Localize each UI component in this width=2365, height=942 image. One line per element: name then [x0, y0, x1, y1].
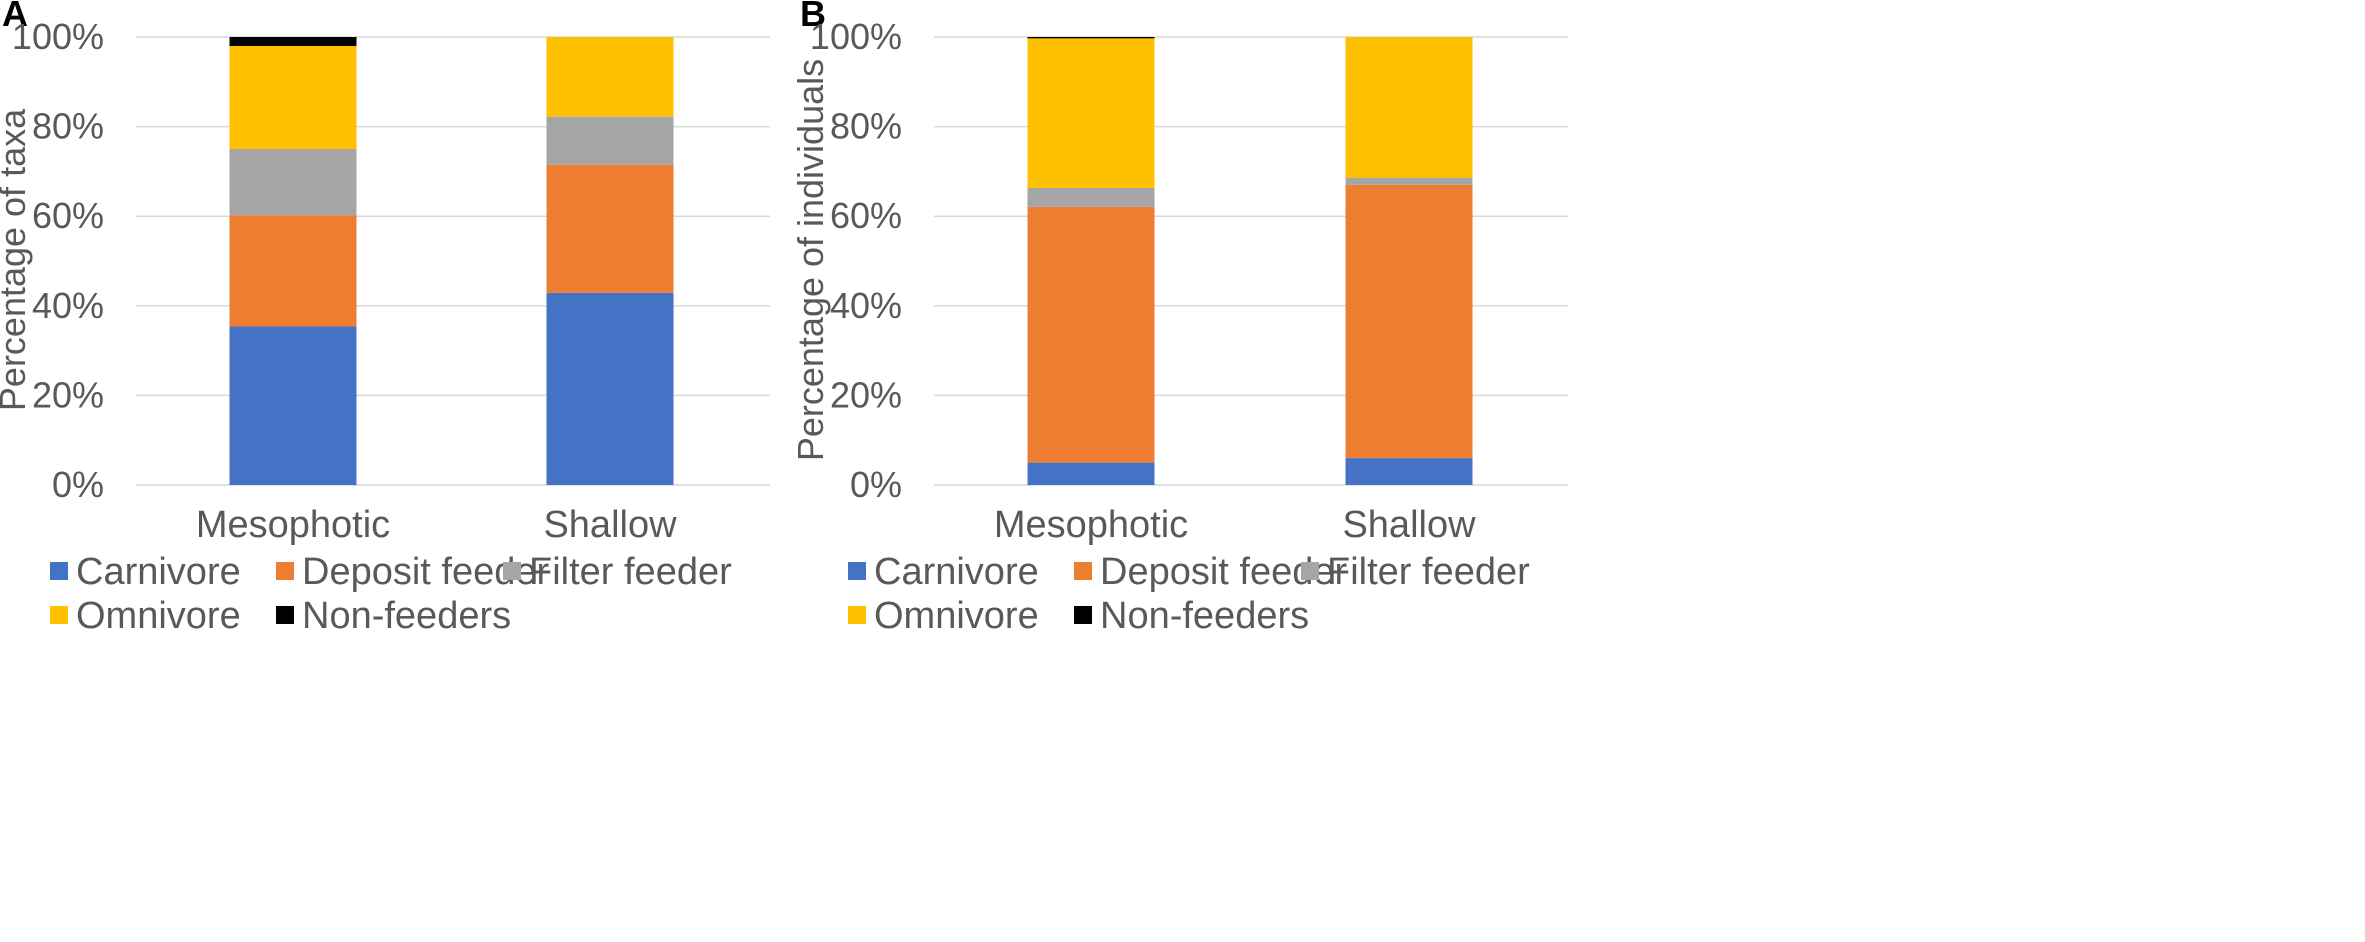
panel-a-ytick-label: 40%	[32, 285, 104, 326]
panel-a-bar-shallow-omnivore	[546, 37, 674, 117]
panel-b-ytick-label: 80%	[830, 106, 902, 147]
panel-b-legend-swatch-carnivore	[848, 562, 866, 580]
panel-b-ytick-label: 20%	[830, 374, 902, 415]
panel-a-bar-shallow-deposit-feeder	[546, 164, 674, 293]
panel-a-ytick-label: 0%	[52, 464, 104, 505]
panel-a-legend-label-omnivore: Omnivore	[76, 595, 241, 637]
panel-b-bar-mesophotic-carnivore	[1027, 462, 1155, 485]
panel-a-bar-mesophotic-carnivore	[229, 326, 357, 485]
panel-a-ytick-label: 60%	[32, 195, 104, 236]
panel-b: B 0% 20% 40% 60% 80% 100%Percentage of individ…	[790, 0, 1568, 637]
panel-a-legend-swatch-filter-feeder	[503, 562, 521, 580]
panel-a-legend-swatch-omnivore	[50, 606, 68, 624]
panel-a: A 0% 20% 40% 60% 80% 100% Percentage of taxa Mes…	[0, 0, 770, 637]
panel-b-category-label-shallow: Shallow	[1342, 504, 1476, 546]
panel-b-legend-label-filter-feeder: Filter feeder	[1327, 551, 1530, 593]
panel-a-legend-label-non-feeders: Non-feeders	[302, 595, 511, 637]
panel-b-bar-shallow-omnivore	[1345, 37, 1473, 178]
panel-a-bar-mesophotic-omnivore	[229, 45, 357, 149]
panel-a-legend-swatch-deposit-feeder	[276, 562, 294, 580]
panel-a-bar-mesophotic-non-feeders	[229, 37, 357, 46]
panel-b-letter: B	[800, 0, 826, 34]
panel-b-bar-mesophotic-non-feeders	[1027, 37, 1155, 39]
panel-b-bar-shallow-filter-feeder	[1345, 177, 1473, 185]
panel-a-bar-shallow-carnivore	[546, 292, 674, 485]
panel-b-y-axis-title: Percentage of individuals	[790, 59, 831, 461]
panel-a-ytick-label: 80%	[32, 106, 104, 147]
panel-a-bar-shallow-filter-feeder	[546, 116, 674, 165]
panel-b-bar-mesophotic-omnivore	[1027, 38, 1155, 188]
panel-a-bar-mesophotic-filter-feeder	[229, 149, 357, 216]
panel-b-bar-shallow-deposit-feeder	[1345, 184, 1473, 459]
panel-a-legend-label-carnivore: Carnivore	[76, 551, 241, 593]
panel-b-legend-swatch-non-feeders	[1074, 606, 1092, 624]
panel-a-legend-label-filter-feeder: Filter feeder	[529, 551, 732, 593]
panel-b-bar-mesophotic-deposit-feeder	[1027, 206, 1155, 463]
panel-b-category-label-mesophotic: Mesophotic	[994, 504, 1188, 546]
panel-b-ytick-label: 0%	[850, 464, 902, 505]
panel-b-bar-shallow-carnivore	[1345, 458, 1473, 485]
panel-b-ytick-label: 40%	[830, 285, 902, 326]
panel-b-legend-swatch-omnivore	[848, 606, 866, 624]
panel-b-legend-swatch-filter-feeder	[1301, 562, 1319, 580]
panel-a-legend-swatch-non-feeders	[276, 606, 294, 624]
panel-a-y-axis-title: Percentage of taxa	[0, 108, 33, 411]
panel-a-category-label-mesophotic: Mesophotic	[196, 504, 390, 546]
panel-b-legend-label-carnivore: Carnivore	[874, 551, 1039, 593]
panel-a-legend-swatch-carnivore	[50, 562, 68, 580]
panel-a-ytick-label: 20%	[32, 374, 104, 415]
panel-b-legend-label-non-feeders: Non-feeders	[1100, 595, 1309, 637]
panel-b-legend-label-omnivore: Omnivore	[874, 595, 1039, 637]
panel-a-letter: A	[2, 0, 28, 34]
panel-b-ytick-label: 60%	[830, 195, 902, 236]
panel-a-category-label-shallow: Shallow	[543, 504, 677, 546]
panel-b-ytick-label: 100%	[810, 16, 902, 57]
panel-a-ytick-label: 100%	[12, 16, 104, 57]
panel-b-bar-mesophotic-filter-feeder	[1027, 187, 1155, 207]
panel-b-legend-swatch-deposit-feeder	[1074, 562, 1092, 580]
panel-a-bar-mesophotic-deposit-feeder	[229, 215, 357, 327]
